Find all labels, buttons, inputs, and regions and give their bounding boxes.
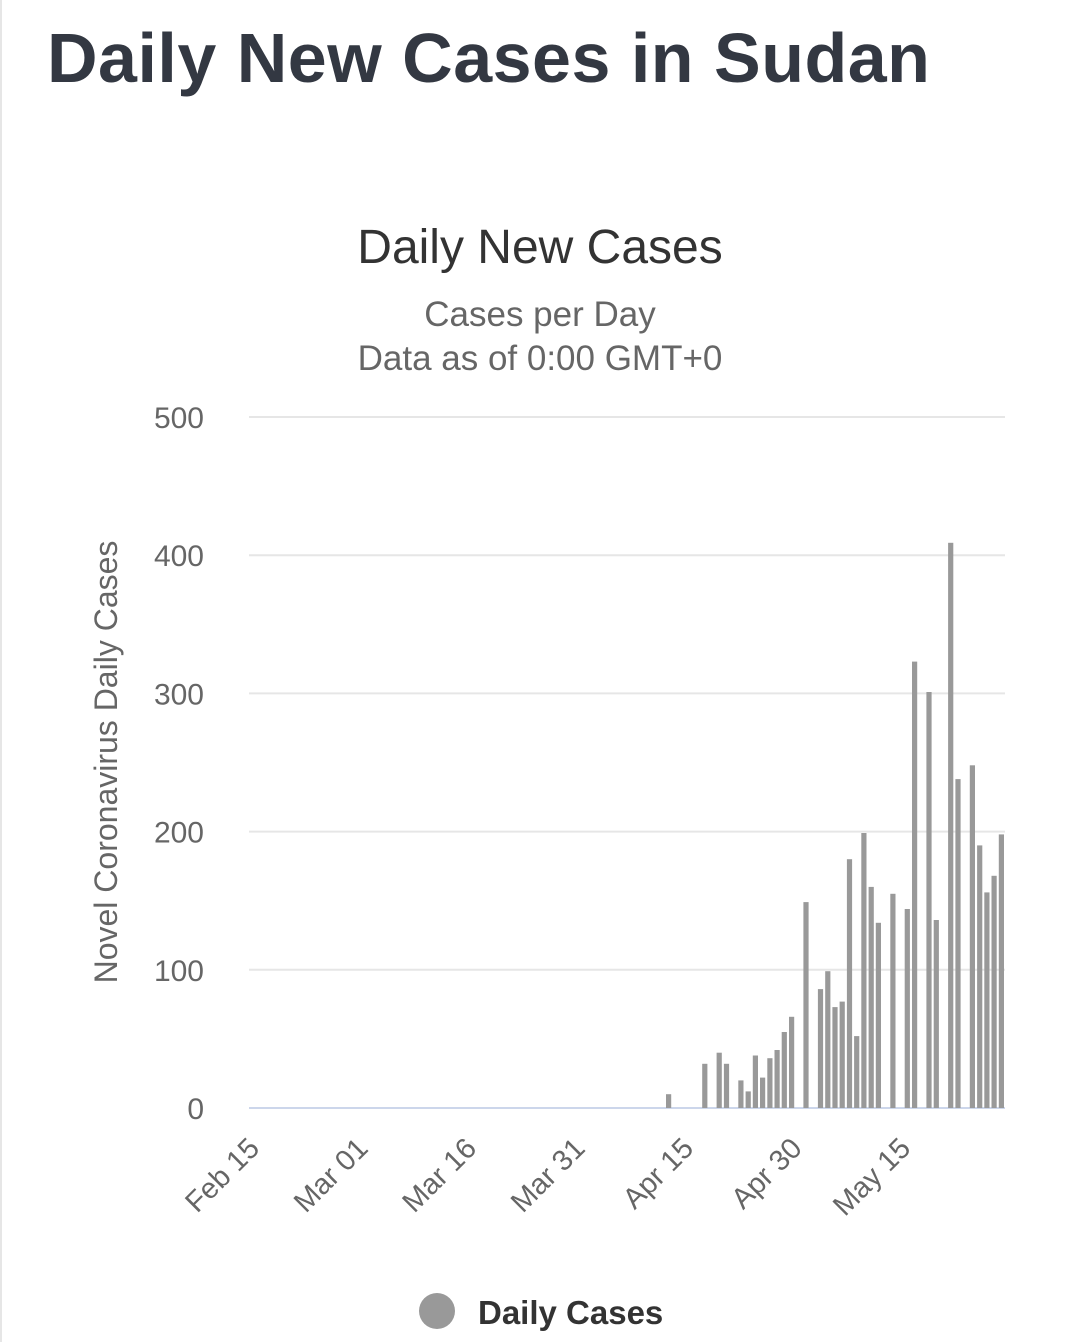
bar[interactable] [767, 1058, 773, 1108]
bar[interactable] [998, 834, 1004, 1108]
bar[interactable] [760, 1077, 766, 1108]
legend-marker [419, 1293, 455, 1329]
bar[interactable] [832, 1007, 838, 1108]
bar[interactable] [875, 922, 881, 1108]
bar[interactable] [803, 902, 809, 1108]
legend[interactable]: Daily Cases [419, 1293, 663, 1331]
bars [666, 542, 1004, 1109]
bar[interactable] [723, 1063, 730, 1108]
bar[interactable] [868, 886, 874, 1108]
bar[interactable] [666, 1094, 672, 1108]
bar[interactable] [969, 765, 975, 1108]
y-tick-label: 500 [154, 402, 204, 435]
bar[interactable] [702, 1063, 708, 1108]
bar[interactable] [738, 1080, 744, 1108]
bar[interactable] [789, 1016, 795, 1108]
y-axis-title: Novel Coronavirus Daily Cases [88, 541, 124, 984]
bar[interactable] [948, 542, 954, 1108]
x-tick-label: Apr 30 [725, 1132, 808, 1215]
legend-label[interactable]: Daily Cases [478, 1294, 663, 1331]
bar[interactable] [991, 875, 997, 1108]
y-tick-label: 200 [154, 817, 204, 850]
y-tick-label: 300 [154, 678, 204, 711]
bar[interactable] [825, 971, 831, 1108]
bar[interactable] [955, 779, 961, 1108]
bar[interactable] [984, 892, 990, 1108]
chart-subtitle-line-1: Cases per Day [424, 295, 656, 334]
x-tick-label: Mar 31 [505, 1132, 591, 1218]
x-tick-label: Feb 15 [179, 1132, 265, 1218]
bar[interactable] [716, 1052, 722, 1108]
bar[interactable] [817, 989, 824, 1108]
y-tick-label: 100 [154, 955, 204, 988]
y-tick-label: 400 [154, 540, 204, 573]
y-tick-label: 0 [187, 1093, 204, 1126]
bar[interactable] [861, 833, 867, 1108]
y-tick-labels: 0 100 200 300 400 500 [154, 402, 204, 1126]
bar[interactable] [926, 692, 932, 1108]
bar[interactable] [752, 1055, 758, 1109]
bar[interactable] [912, 661, 918, 1108]
bar[interactable] [904, 909, 910, 1108]
chart-subtitle-line-2: Data as of 0:00 GMT+0 [358, 339, 723, 378]
bar[interactable] [933, 920, 939, 1108]
bar[interactable] [846, 859, 853, 1108]
x-tick-label: Mar 16 [397, 1132, 483, 1218]
page-title: Daily New Cases in Sudan [47, 19, 931, 97]
bar[interactable] [977, 845, 983, 1108]
bar[interactable] [890, 893, 896, 1108]
chart-title: Daily New Cases [357, 221, 722, 274]
bar[interactable] [781, 1032, 787, 1108]
x-tick-labels: Feb 15 Mar 01 Mar 16 Mar 31 Apr 15 Apr 30 May … [179, 1132, 917, 1222]
x-tick-label: May 15 [827, 1132, 917, 1222]
x-tick-label: Apr 15 [617, 1132, 700, 1215]
bar[interactable] [839, 1001, 845, 1108]
bar[interactable] [774, 1050, 780, 1108]
bar[interactable] [854, 1036, 860, 1108]
bar[interactable] [745, 1091, 751, 1108]
x-tick-label: Mar 01 [288, 1132, 374, 1218]
page-border [0, 0, 2, 1342]
